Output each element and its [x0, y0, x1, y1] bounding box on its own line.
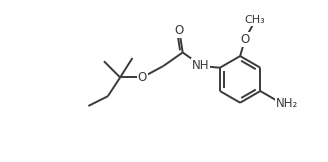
Text: O: O	[137, 71, 147, 84]
Text: CH₃: CH₃	[244, 15, 265, 25]
Text: O: O	[175, 24, 184, 37]
Text: O: O	[240, 33, 250, 46]
Text: NH: NH	[192, 59, 209, 72]
Text: NH₂: NH₂	[276, 97, 298, 110]
